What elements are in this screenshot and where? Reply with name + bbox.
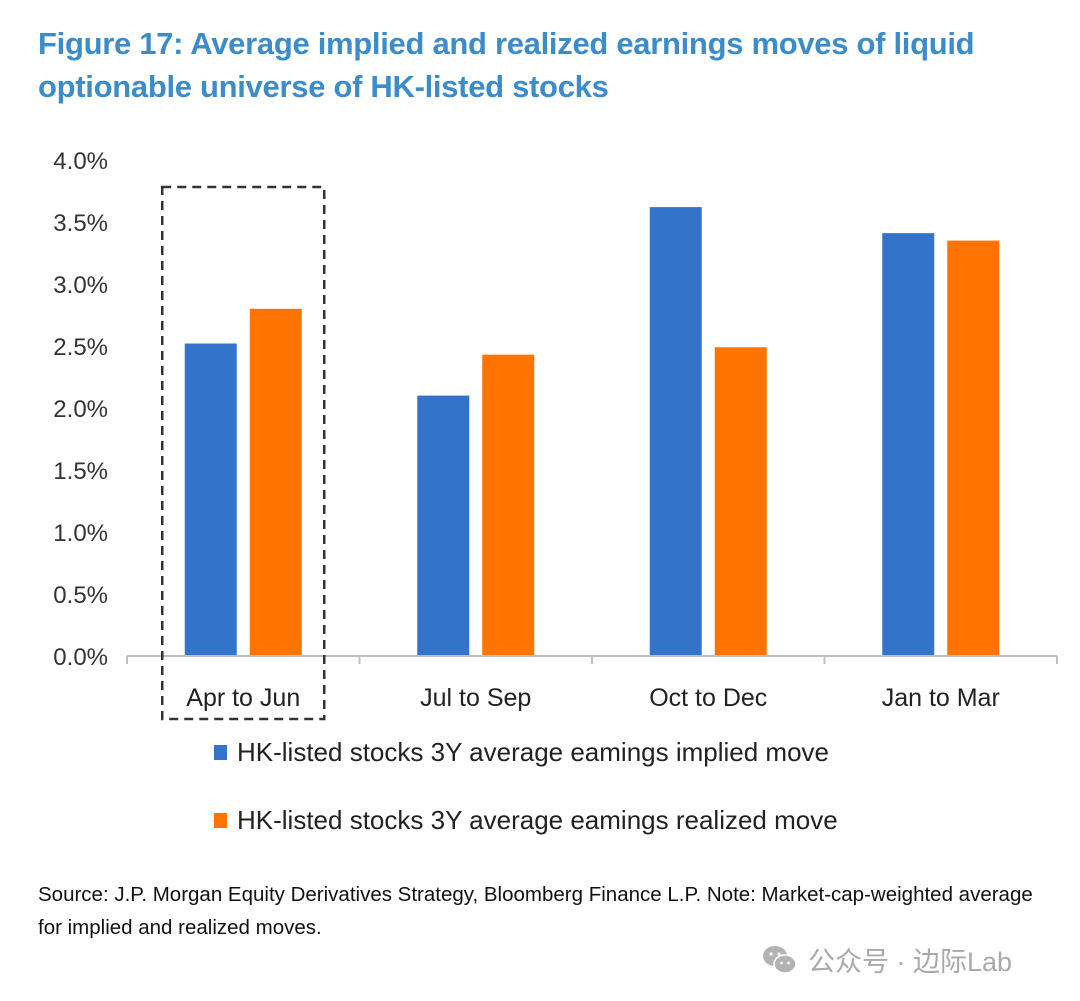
y-tick-label: 3.0% xyxy=(53,272,108,299)
x-tick-label: Apr to Jun xyxy=(186,684,300,712)
bar-implied-oct-to-dec xyxy=(649,207,702,656)
bar-realized-jan-to-mar xyxy=(947,240,1000,656)
y-axis-ticks: 0.0% 0.5% 1.0% 1.5% 2.0% 2.5% 3.0% 3.5% 4.0% xyxy=(53,148,108,671)
bar-realized-apr-to-jun xyxy=(249,308,302,656)
highlight-dashed-box xyxy=(161,185,326,721)
legend-swatch-implied xyxy=(214,745,227,760)
legend-item-implied: HK-listed stocks 3Y average eamings impl… xyxy=(214,737,829,768)
legend-item-realized: HK-listed stocks 3Y average eamings real… xyxy=(214,805,838,836)
y-tick-label: 1.0% xyxy=(53,520,108,547)
legend-label-implied: HK-listed stocks 3Y average eamings impl… xyxy=(237,737,830,767)
x-tick-label: Jan to Mar xyxy=(882,684,1000,712)
bar-implied-jul-to-sep xyxy=(417,395,470,656)
source-note: Source: J.P. Morgan Equity Derivatives S… xyxy=(38,883,1033,939)
y-tick-label: 1.5% xyxy=(53,458,108,485)
x-tick-label: Oct to Dec xyxy=(649,684,767,712)
y-tick-label: 0.5% xyxy=(53,582,108,609)
wechat-icon xyxy=(763,945,797,974)
y-tick-label: 0.0% xyxy=(53,644,108,671)
y-tick-label: 2.0% xyxy=(53,396,108,423)
y-tick-label: 2.5% xyxy=(53,334,108,361)
x-axis-ticks: Apr to Jun Jul to Sep Oct to Dec Jan to Mar xyxy=(126,656,1058,712)
bar-implied-jan-to-mar xyxy=(882,233,935,656)
bar-chart: 0.0% 0.5% 1.0% 1.5% 2.0% 2.5% 3.0% 3.5% 4.0% Apr… xyxy=(53,148,1058,721)
bar-group xyxy=(184,207,1000,656)
bar-implied-apr-to-jun xyxy=(184,343,237,656)
bar-realized-oct-to-dec xyxy=(714,347,767,656)
figure-title: Figure 17: Average implied and realized … xyxy=(38,26,975,104)
y-tick-label: 3.5% xyxy=(53,210,108,237)
x-tick-label: Jul to Sep xyxy=(420,684,531,712)
bar-realized-jul-to-sep xyxy=(482,354,535,656)
y-tick-label: 4.0% xyxy=(53,148,108,175)
watermark-text: 公众号 · 边际Lab xyxy=(808,947,1013,977)
legend-swatch-realized xyxy=(214,813,227,828)
watermark: 公众号 · 边际Lab xyxy=(762,940,1012,979)
legend-label-realized: HK-listed stocks 3Y average eamings real… xyxy=(237,805,838,835)
